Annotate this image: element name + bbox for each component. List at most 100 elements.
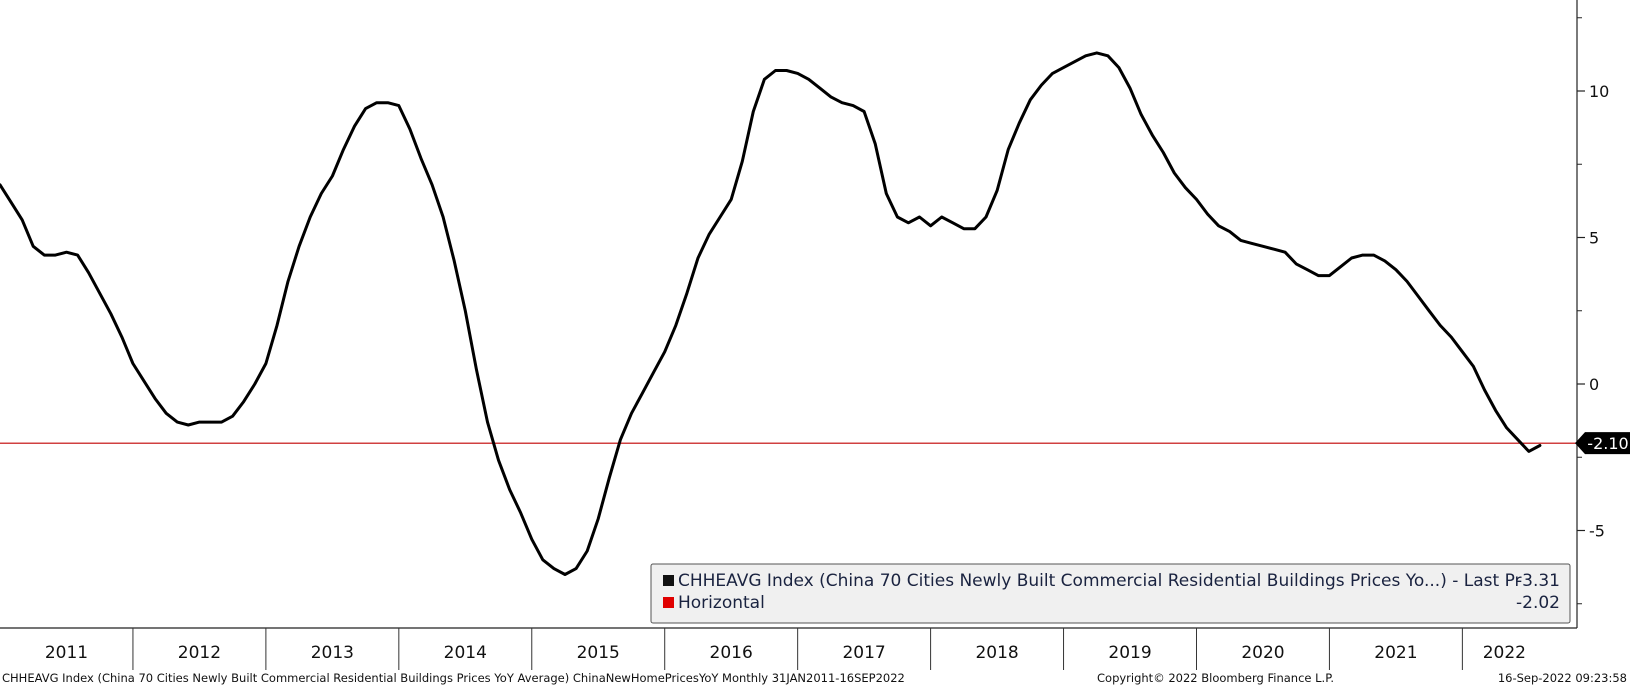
x-tick-label: 2016 — [710, 643, 753, 663]
data-point — [940, 215, 943, 219]
data-point — [65, 251, 68, 254]
data-point — [995, 189, 999, 192]
data-point — [1084, 54, 1087, 57]
data-point — [1516, 438, 1520, 441]
data-point — [707, 233, 711, 236]
data-point — [541, 558, 544, 561]
data-point — [1128, 86, 1132, 90]
data-point — [1106, 54, 1110, 57]
data-point — [885, 192, 888, 195]
data-point — [696, 256, 700, 260]
data-point — [331, 174, 334, 178]
data-point — [730, 198, 733, 201]
data-point — [1162, 151, 1165, 154]
data-point — [475, 368, 478, 371]
data-point — [1328, 274, 1331, 277]
x-tick-label: 2020 — [1241, 643, 1284, 663]
y-tick-label: 5 — [1589, 229, 1599, 248]
data-point — [131, 362, 135, 365]
legend-box — [650, 563, 1571, 624]
data-point — [1306, 268, 1309, 271]
value-tag-background — [1575, 432, 1630, 455]
data-point — [874, 142, 877, 145]
y-tick-label: 10 — [1589, 82, 1609, 101]
data-point — [1239, 239, 1243, 242]
x-tick-label: 2017 — [842, 643, 885, 663]
data-point — [464, 309, 467, 312]
data-point — [563, 573, 567, 576]
legend-swatch — [663, 575, 674, 586]
data-point — [1195, 198, 1198, 201]
data-point — [741, 160, 744, 163]
data-point — [1062, 66, 1065, 69]
data-point — [419, 157, 423, 160]
data-point — [752, 110, 755, 113]
data-point — [486, 420, 489, 424]
data-point — [1427, 309, 1431, 312]
data-point — [530, 538, 533, 541]
data-point — [962, 227, 965, 230]
data-point — [1018, 122, 1021, 125]
footer-description: CHHEAVG Index (China 70 Cities Newly Bui… — [2, 671, 905, 685]
data-point — [309, 215, 312, 219]
data-point — [242, 400, 245, 403]
data-point — [619, 438, 622, 441]
footer-copyright: Copyright© 2022 Bloomberg Finance L.P. — [1097, 671, 1334, 685]
data-point — [342, 148, 345, 151]
data-point — [153, 397, 157, 400]
data-point — [1295, 262, 1298, 266]
data-point — [641, 391, 644, 394]
data-point — [220, 420, 223, 424]
x-tick-label: 2011 — [45, 643, 88, 663]
y-tick-label: 0 — [1589, 375, 1599, 394]
data-point — [1272, 248, 1276, 251]
data-point — [1405, 280, 1409, 283]
data-point — [32, 245, 35, 248]
x-tick-label: 2014 — [444, 643, 487, 663]
data-point — [862, 110, 866, 113]
data-point — [1416, 294, 1420, 298]
data-point — [453, 259, 456, 263]
data-point — [1095, 51, 1099, 55]
data-point — [951, 221, 954, 224]
x-tick-label: 2021 — [1374, 643, 1417, 663]
data-point — [1317, 274, 1320, 277]
data-point — [674, 324, 677, 327]
data-point — [1494, 409, 1497, 412]
data-point — [1228, 230, 1231, 233]
data-point — [1250, 242, 1254, 245]
data-point — [9, 201, 13, 204]
data-point — [973, 227, 977, 230]
data-point — [353, 125, 356, 128]
data-point — [176, 420, 179, 424]
data-point — [430, 183, 434, 186]
data-point — [264, 362, 268, 365]
data-point — [1339, 265, 1342, 268]
data-point — [718, 215, 722, 219]
data-point — [984, 215, 988, 219]
legend-series-value: -2.02 — [1516, 593, 1560, 613]
data-point — [907, 221, 910, 224]
data-point — [1483, 388, 1486, 392]
data-point — [286, 280, 290, 283]
data-point — [1261, 245, 1265, 248]
x-tick-label: 2012 — [178, 643, 221, 663]
data-point — [275, 324, 279, 327]
data-point — [774, 69, 777, 72]
data-point — [1007, 148, 1010, 151]
data-point — [663, 350, 666, 353]
data-point — [54, 253, 57, 257]
data-point — [763, 78, 766, 81]
data-point — [76, 253, 79, 257]
data-point — [408, 127, 412, 131]
data-point — [198, 420, 201, 424]
data-point — [441, 215, 445, 219]
data-point — [896, 215, 899, 219]
data-point — [397, 104, 400, 107]
data-point — [0, 183, 2, 186]
data-point — [364, 107, 367, 110]
data-point — [1472, 365, 1475, 368]
data-point — [87, 271, 90, 274]
